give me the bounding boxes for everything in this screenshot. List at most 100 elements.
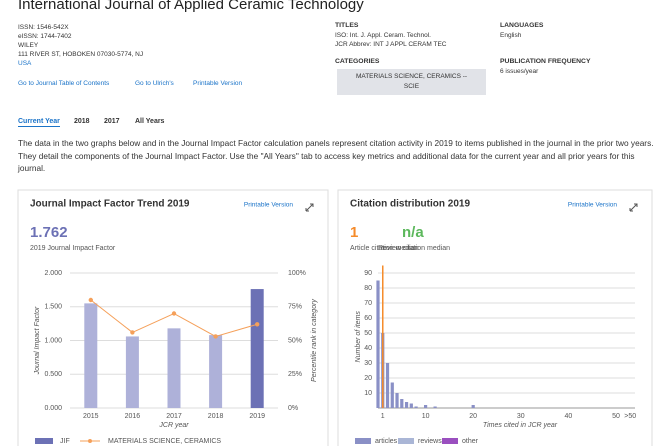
panel-title: Citation distribution 2019 [350,199,470,210]
x-tick-label: 2019 [249,413,265,420]
description: The data in the two graphs below and in … [18,138,654,173]
bar [423,405,428,408]
y-axis-label: Journal Impact Factor [34,306,41,375]
legend-swatch [442,438,458,444]
eissn: eISSN: 1744-7402 [18,33,72,40]
x-tick-label: 50 [612,413,620,420]
expand-icon[interactable] [629,203,638,212]
address: 111 RIVER ST, HOBOKEN 07030-5774, NJ [18,51,144,58]
heading: LANGUAGES [500,22,544,29]
metric-label: 2019 Journal Impact Factor [30,245,116,252]
legend-swatch [398,438,414,444]
tab[interactable]: 2018 [74,118,90,125]
line-point [130,330,135,335]
legend-swatch [88,439,92,443]
legend-label: MATERIALS SCIENCE, CERAMICS [108,438,221,445]
bar [250,289,264,408]
bar [471,405,475,408]
x-axis-label: Times cited in JCR year [483,422,558,429]
x-tick-label: 40 [564,413,572,420]
x-tick-label: 2016 [125,413,141,420]
y-tick-label: 90 [364,270,372,277]
bar [167,328,181,408]
bar [433,406,437,408]
printable-link[interactable]: Printable Version [568,202,618,209]
link[interactable]: Go to Journal Table of Contents [18,80,110,87]
x-tick-label: 10 [422,413,430,420]
bar [385,363,390,408]
y-tick-label: 30 [364,360,372,367]
heading: PUBLICATION FREQUENCY [500,58,591,65]
x-tick-label: 20 [469,413,477,420]
legend-label: other [462,438,479,445]
bar [409,403,413,408]
bar [390,382,394,408]
y-tick-label: 0% [288,405,298,412]
heading: CATEGORIES [335,58,380,65]
country: USA [18,60,32,67]
publisher: WILEY [18,42,39,49]
x-tick-label: 2015 [83,413,99,420]
y-tick-label: 25% [288,371,302,378]
bar [395,393,399,408]
metric: 1.762 [30,224,68,241]
link[interactable]: Printable Version [193,80,243,87]
legend-label: reviews [418,438,442,445]
line-point [255,322,260,327]
x-tick-label: 30 [517,413,525,420]
frequency: 6 issues/year [500,68,539,75]
bar [404,402,409,408]
y-tick-label: 1.000 [44,337,62,344]
line-point [171,311,177,316]
y-tick-label: 0.000 [44,405,62,412]
bar [84,303,98,408]
tab[interactable]: All Years [135,118,165,125]
y2-axis-label: Percentile rank in category [311,299,318,382]
legend-label: articles [375,438,398,445]
panel-title: Journal Impact Factor Trend 2019 [30,199,190,210]
line-point [88,297,94,303]
bar [376,280,380,408]
heading: TITLES [335,22,359,29]
y-tick-label: 20 [364,375,372,382]
y-tick-label: 10 [364,390,372,397]
bar [400,399,404,408]
y-tick-label: 40 [364,345,372,352]
jcr-abbrev: JCR Abbrev: INT J APPL CERAM TEC [335,41,447,48]
expand-icon[interactable] [305,203,314,212]
y-tick-label: 0.500 [44,371,62,378]
bar [125,336,139,408]
y-axis-label: Number of items [355,311,362,363]
legend-label: JIF [60,438,70,445]
x-tick-label: 2017 [166,413,182,420]
y-tick-label: 50% [288,337,302,344]
y-tick-label: 50 [364,330,372,337]
y-tick-label: 1.500 [44,304,62,311]
x-tick-label: >50 [624,413,636,420]
category-chip[interactable]: MATERIALS SCIENCE, CERAMICS -- SCIE [337,69,486,95]
journal-title: International Journal of Applied Ceramic… [18,0,364,13]
printable-link[interactable]: Printable Version [244,202,294,209]
y-tick-label: 60 [364,315,372,322]
iso-title: ISO: Int. J. Appl. Ceram. Technol. [335,32,431,39]
issn: ISSN: 1546-542X [18,24,69,31]
median-value: 1 [350,224,358,241]
y-tick-label: 2.000 [44,270,62,277]
language: English [500,32,522,39]
median-label: Review citation median [378,245,450,252]
y-tick-label: 80 [364,285,372,292]
median-label: Article citation median [350,245,419,252]
x-tick-label: 2018 [208,413,224,420]
x-axis-label: JCR year [158,422,189,429]
link[interactable]: Go to Ulrich's [135,80,174,87]
legend-swatch [35,438,53,444]
line-point [213,334,218,339]
legend-swatch [355,438,371,444]
tab[interactable]: Current Year [18,118,60,127]
y-tick-label: 75% [288,304,302,311]
bar [209,335,223,408]
tab[interactable]: 2017 [104,118,120,125]
bar [414,406,418,408]
